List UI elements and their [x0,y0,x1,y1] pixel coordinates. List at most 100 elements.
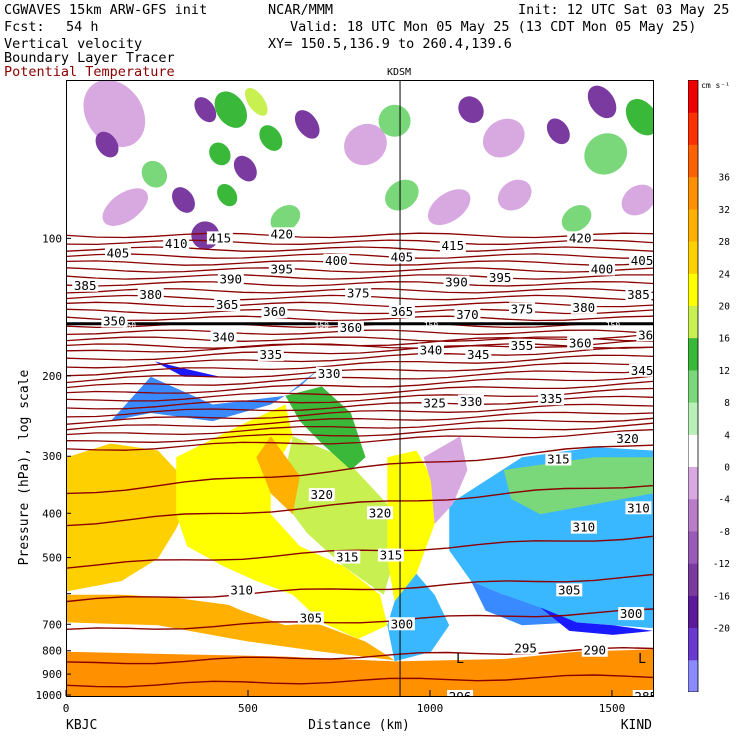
y-tick-label: 100 [42,232,62,245]
isentrope-label: 310 [230,582,253,597]
isentrope-line [67,267,653,273]
isentrope-label: 325 [423,396,446,411]
colorbar-swatch [688,498,698,532]
isentrope-label: 330 [318,366,341,381]
isentrope-label-bg [104,246,131,260]
isentrope-label: 355 [511,338,534,353]
isentrope-label: 320 [310,487,333,502]
isentrope-label: 345 [631,363,653,378]
vertical-velocity-cell [385,179,419,211]
isentrope-label-bg [636,328,653,342]
vertical-velocity-cell [427,189,471,226]
colorbar-swatch [688,80,698,113]
isentrope-line [67,370,653,389]
vertical-velocity-region [387,450,435,602]
isentrope-label: 420 [569,230,592,245]
isentrope-label-bg [268,227,295,241]
vertical-velocity-cell [546,118,570,145]
isentrope-label-bg [268,262,295,276]
isentrope-line [67,354,653,377]
isentrope-label-bg [545,452,572,466]
isentrope-label-bg [228,583,255,597]
isentrope-label: 300 [620,606,643,621]
isentrope-label: 370 [456,307,479,322]
isentrope-label-bg [458,394,485,408]
isentrope-label: 395 [270,261,293,276]
x-axis-label: Distance (km) [308,718,410,733]
colorbar-tick-label: -12 [713,559,730,570]
isentrope-line [67,339,653,361]
colorbar-swatch [688,402,698,435]
low-marker: L [638,652,646,667]
isentrope-label: 285 [634,689,653,696]
isentrope-label-bg [625,287,652,301]
y-tick-label: 1000 [36,689,63,702]
vertical-velocity-cell [172,187,195,213]
isentrope-label-bg [206,231,233,245]
isentrope-line [67,417,653,436]
colorbar-tick-label: -20 [713,624,730,635]
isentrope-label-bg [334,550,361,564]
isentrope-label-bg [377,548,404,562]
isentrope-line [67,336,653,342]
isentrope-label-bg [163,237,190,251]
isentrope-label-bg [629,363,653,377]
isentrope-label: 360 [340,320,363,335]
isentrope-label-bg [297,611,324,625]
isentrope-label: 395 [489,270,512,285]
y-tick-label: 400 [42,507,62,520]
colorbar-tick-label: -4 [719,495,731,506]
cross-section-endpoints: XY= 150.5,136.9 to 260.4,139.6 [268,36,512,52]
vertical-velocity-region [176,404,388,639]
isentrope-label: 340 [212,330,235,345]
vertical-velocity-cell [587,85,617,119]
isentrope-label-bg [417,343,444,357]
low-marker: L [456,652,464,667]
vertical-velocity-region [285,436,395,595]
vertical-velocity-region [110,366,322,422]
isentrope-label: 365 [216,297,239,312]
init-time: Init: 12 UTC Sat 03 May 25 [518,2,730,18]
isentrope-label: 300 [391,616,414,631]
kdsm-label: KDSM [387,67,411,78]
vertical-velocity-region [423,436,468,524]
isentrope-line [67,301,653,308]
isentrope-label: 310 [627,500,650,515]
isentrope-label-bg [614,431,641,445]
isentrope-label-bg [439,239,466,253]
isentrope-line [67,535,653,569]
colorbar-tick-label: 16 [719,334,731,345]
isentrope-label-bg [388,250,415,264]
y-tick-label: 700 [42,618,62,631]
isentrope-line [67,362,653,384]
isentrope-label-bg [72,278,99,292]
isentrope-label: 420 [270,226,293,241]
isentrope-label-bg [323,253,350,267]
colorbar-swatch [688,659,698,692]
colorbar-tick-label: 12 [719,366,730,377]
plot-canvas: 150 150 150 150 420 420 415 415 410 405 405 405 400 4… [67,81,653,696]
isentrope-label: 315 [547,452,570,467]
isentrope-label-bg [261,305,288,319]
vertical-velocity-cell [497,179,532,211]
colorbar-tick-label: -8 [719,527,731,538]
tropopause-label: 150 [606,321,621,330]
isentrope-label-bg [556,583,583,597]
colorbar-tick-label: 4 [724,430,730,441]
isentrope-label-bg [465,347,492,361]
isentrope-label-bg [367,506,394,520]
isentrope-label: 380 [139,287,162,302]
vertical-velocity-region [540,607,653,635]
vertical-velocity-cell [294,110,320,139]
colorbar-swatch [688,176,698,210]
isentrope-label: 385 [74,278,97,293]
colorbar: -20 -16 -12 -8 -4 0 4 8 12 16 20 24 28 32 36 cm s⁻¹ [688,80,731,692]
vertical-velocity-region [67,649,653,696]
vertical-velocity-cell [83,81,146,148]
colorbar-swatch [688,627,698,661]
isentrope-line [67,484,653,527]
forecast-hours: 54 h [66,19,99,35]
isentrope-label: 320 [616,431,639,446]
isentrope-label-bg [337,320,364,334]
